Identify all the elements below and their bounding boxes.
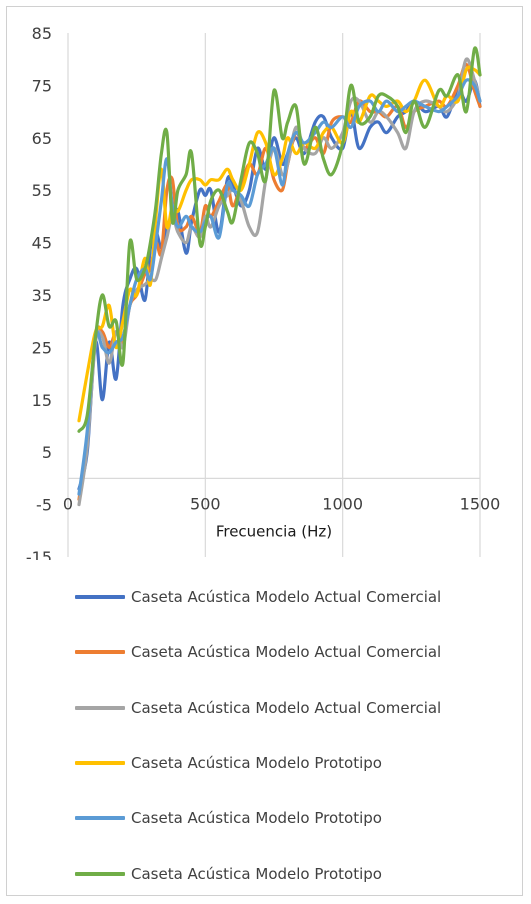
legend-label: Caseta Acústica Modelo Actual Comercial bbox=[131, 643, 442, 662]
y-tick-label: 85 bbox=[32, 24, 52, 43]
legend-item: Caseta Acústica Modelo Prototipo bbox=[75, 863, 382, 885]
y-tick-label: 75 bbox=[32, 76, 52, 95]
vertical-gridlines bbox=[67, 33, 481, 557]
legend-item: Caseta Acústica Modelo Prototipo bbox=[75, 807, 382, 829]
x-tick-label: 1000 bbox=[322, 494, 363, 513]
legend-label: Caseta Acústica Modelo Prototipo bbox=[131, 753, 382, 772]
legend-swatch bbox=[75, 650, 125, 655]
legend-item: Caseta Acústica Modelo Prototipo bbox=[75, 752, 382, 774]
legend-label: Caseta Acústica Modelo Actual Comercial bbox=[131, 588, 442, 606]
x-tick-label: 1500 bbox=[460, 494, 501, 513]
legend-swatch bbox=[75, 871, 125, 876]
legend-label: Caseta Acústica Modelo Prototipo bbox=[131, 809, 382, 828]
series-lines bbox=[77, 46, 482, 507]
legend-swatch bbox=[75, 760, 125, 765]
y-tick-label: -5 bbox=[36, 496, 52, 515]
y-tick-label: 25 bbox=[32, 338, 52, 357]
y-tick-label: 45 bbox=[32, 234, 52, 253]
x-axis-title: Frecuencia (Hz) bbox=[216, 522, 332, 540]
x-tick-label: 500 bbox=[190, 494, 221, 513]
series-line-6 bbox=[77, 46, 482, 433]
legend-swatch bbox=[75, 595, 125, 599]
legend-item: Caseta Acústica Modelo Actual Comercial bbox=[75, 641, 441, 663]
y-tick-label: 35 bbox=[32, 286, 52, 305]
chart-plot: 85 75 65 55 45 35 25 15 5 -5 -15 0 500 1000 1500 Frec… bbox=[26, 24, 501, 560]
y-tick-label: 5 bbox=[42, 443, 52, 462]
y-tick-label: 65 bbox=[32, 129, 52, 148]
x-tick-labels: 0 500 1000 1500 bbox=[63, 494, 500, 513]
legend-item: Caseta Acústica Modelo Actual Comercial bbox=[75, 586, 441, 608]
y-tick-label: 15 bbox=[32, 391, 52, 410]
y-tick-label: 55 bbox=[32, 181, 52, 200]
x-tick-label: 0 bbox=[63, 494, 73, 513]
legend-label: Caseta Acústica Modelo Prototipo bbox=[131, 864, 382, 883]
y-tick-labels: 85 75 65 55 45 35 25 15 5 -5 -15 bbox=[26, 24, 52, 560]
y-tick-label: -15 bbox=[26, 548, 52, 560]
legend-label: Caseta Acústica Modelo Actual Comercial bbox=[131, 698, 442, 717]
legend-swatch bbox=[75, 816, 125, 821]
series-line-5 bbox=[77, 78, 482, 496]
legend-swatch bbox=[75, 705, 125, 710]
legend-item: Caseta Acústica Modelo Actual Comercial bbox=[75, 697, 441, 719]
